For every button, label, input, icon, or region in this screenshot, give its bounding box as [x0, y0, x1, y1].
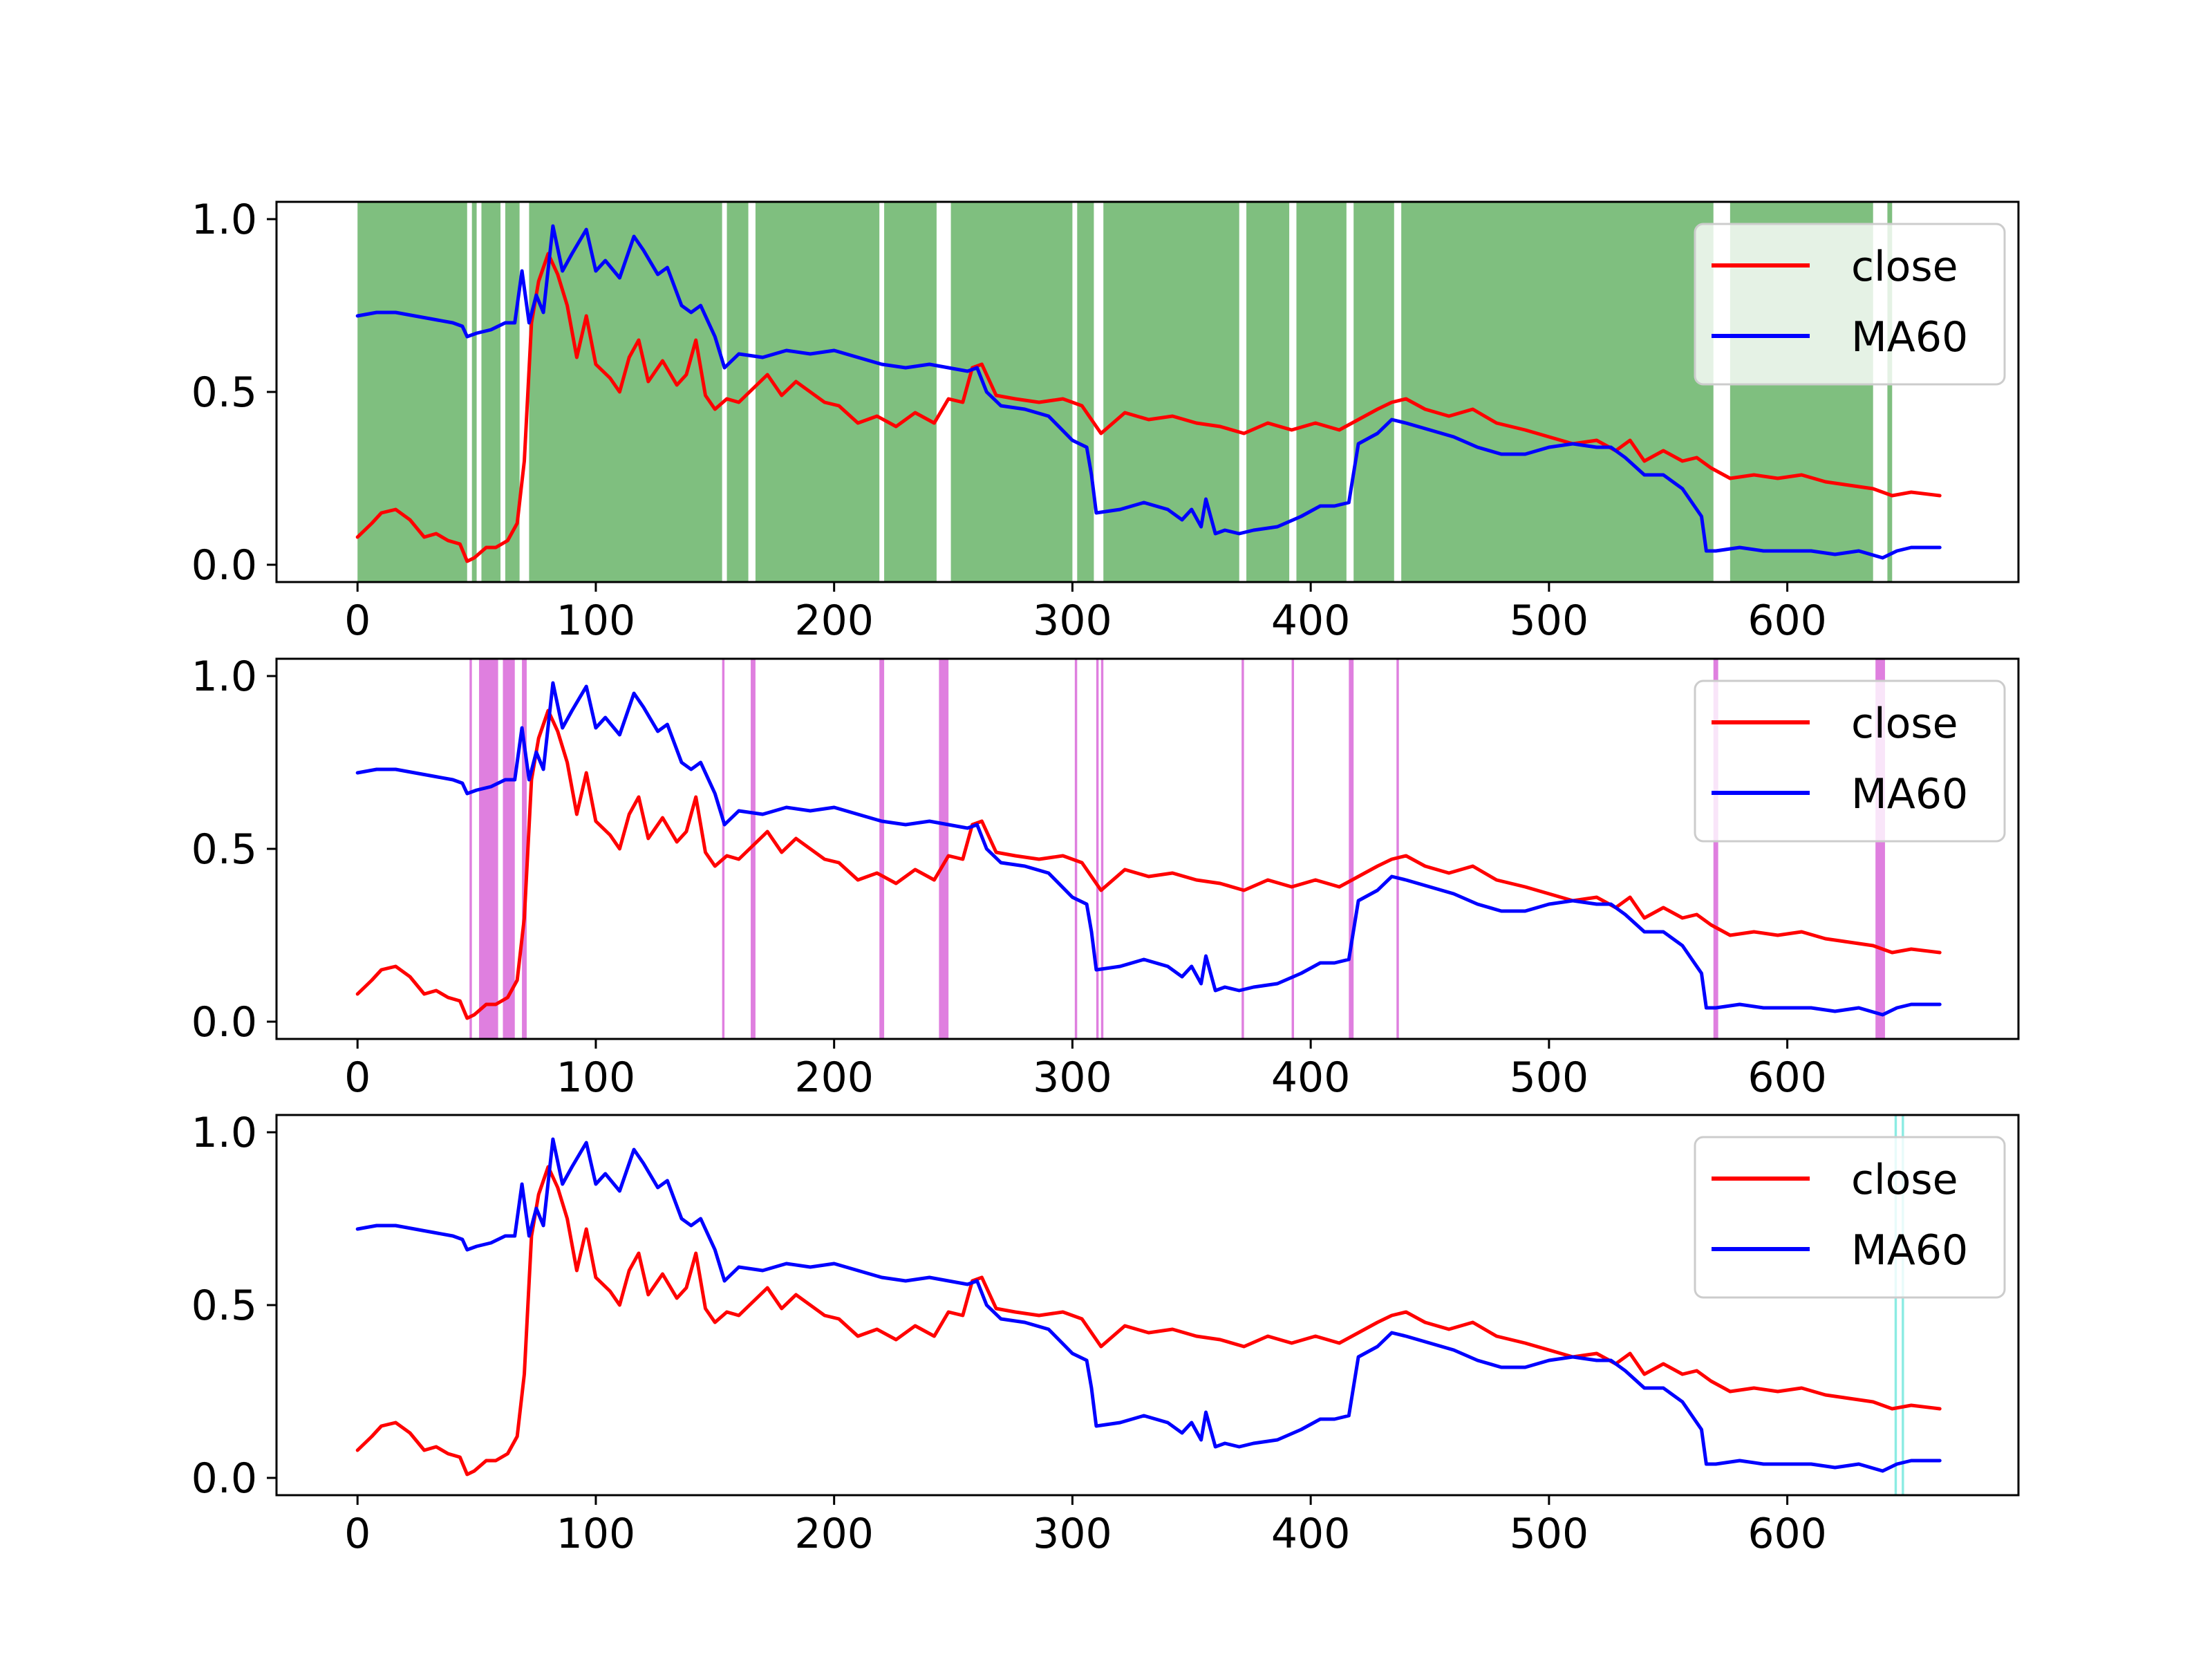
shading-span — [879, 659, 885, 1039]
shading-span — [481, 202, 501, 582]
shading-span — [1349, 659, 1354, 1039]
shading-span — [1894, 1115, 1897, 1495]
y-tick-label: 0.0 — [191, 541, 257, 590]
shading-span — [727, 202, 749, 582]
shading-span — [1246, 202, 1290, 582]
x-tick-label: 100 — [556, 1510, 636, 1558]
series-line-ma60 — [355, 224, 1942, 560]
shading-span — [1353, 202, 1394, 582]
shading-span — [1241, 659, 1244, 1039]
shading-span — [884, 202, 937, 582]
x-tick-label: 600 — [1747, 1510, 1827, 1558]
legend-label-close: close — [1851, 1156, 1958, 1204]
x-tick-label: 200 — [794, 1510, 874, 1558]
shading-span — [522, 659, 527, 1039]
y-tick-label: 0.0 — [191, 1454, 257, 1503]
legend-label-close: close — [1851, 700, 1958, 748]
shading-span — [1296, 202, 1347, 582]
x-tick-label: 500 — [1510, 1510, 1589, 1558]
subplot-2: 0 100 200 300 400 500 600 0.0 0.5 1.0 close MA60 — [191, 653, 2020, 1102]
shading-span — [1401, 202, 1714, 582]
x-tick-label: 100 — [556, 1053, 636, 1102]
legend: close MA60 — [1694, 223, 2006, 386]
y-tick-label: 0.5 — [191, 368, 257, 417]
shading-span — [1887, 202, 1893, 582]
x-tick-label: 300 — [1033, 1510, 1112, 1558]
shading-span — [1103, 202, 1239, 582]
x-tick-label: 0 — [344, 1510, 371, 1558]
shading-span — [1100, 659, 1104, 1039]
x-tick-label: 300 — [1033, 1053, 1112, 1102]
x-tick-label: 600 — [1747, 1053, 1827, 1102]
y-tick-label: 0.5 — [191, 1282, 257, 1330]
series-line-ma60 — [355, 1137, 1942, 1473]
legend-label-ma60: MA60 — [1851, 770, 1968, 818]
legend: close MA60 — [1694, 679, 2006, 843]
shading-span — [939, 659, 949, 1039]
y-tick-label: 1.0 — [191, 653, 257, 701]
y-tick-label: 0.5 — [191, 825, 257, 874]
legend-label-ma60: MA60 — [1851, 313, 1968, 362]
shading-span — [1902, 1115, 1904, 1495]
x-tick-label: 0 — [344, 1053, 371, 1102]
y-tick-label: 1.0 — [191, 196, 257, 244]
x-tick-label: 0 — [344, 597, 371, 645]
shading-span — [1713, 659, 1718, 1039]
x-tick-label: 200 — [794, 597, 874, 645]
x-tick-label: 400 — [1271, 1053, 1351, 1102]
shading-span — [479, 659, 498, 1039]
x-tick-label: 400 — [1271, 597, 1351, 645]
shading-span — [1077, 202, 1094, 582]
x-tick-label: 500 — [1510, 597, 1589, 645]
shading-span — [1096, 659, 1099, 1039]
subplot-3: 0 100 200 300 400 500 600 0.0 0.5 1.0 close MA60 — [191, 1109, 2020, 1558]
subplots: 0 100 200 300 400 500 600 0.0 0.5 1.0 close MA60 0 10… — [191, 196, 2020, 1558]
shading-span — [755, 202, 880, 582]
x-tick-label: 100 — [556, 597, 636, 645]
x-tick-label: 200 — [794, 1053, 874, 1102]
x-tick-label: 600 — [1747, 597, 1827, 645]
shading-span — [1074, 659, 1078, 1039]
shading-span — [1396, 659, 1399, 1039]
x-tick-label: 300 — [1033, 597, 1112, 645]
shading-span — [722, 659, 725, 1039]
series-line-ma60 — [355, 681, 1942, 1017]
shading-span — [505, 202, 520, 582]
y-tick-label: 0.0 — [191, 998, 257, 1047]
shading-span — [503, 659, 515, 1039]
shading-span — [1291, 659, 1295, 1039]
legend-label-ma60: MA60 — [1851, 1226, 1968, 1275]
shading-span — [471, 202, 477, 582]
x-tick-label: 500 — [1510, 1053, 1589, 1102]
subplot-1: 0 100 200 300 400 500 600 0.0 0.5 1.0 close MA60 — [191, 196, 2020, 645]
legend: close MA60 — [1694, 1136, 2006, 1299]
shading-span — [751, 659, 756, 1039]
legend-label-close: close — [1851, 243, 1958, 291]
shading-span — [950, 202, 1073, 582]
shading-span — [469, 659, 472, 1039]
y-tick-label: 1.0 — [191, 1109, 257, 1157]
x-tick-label: 400 — [1271, 1510, 1351, 1558]
